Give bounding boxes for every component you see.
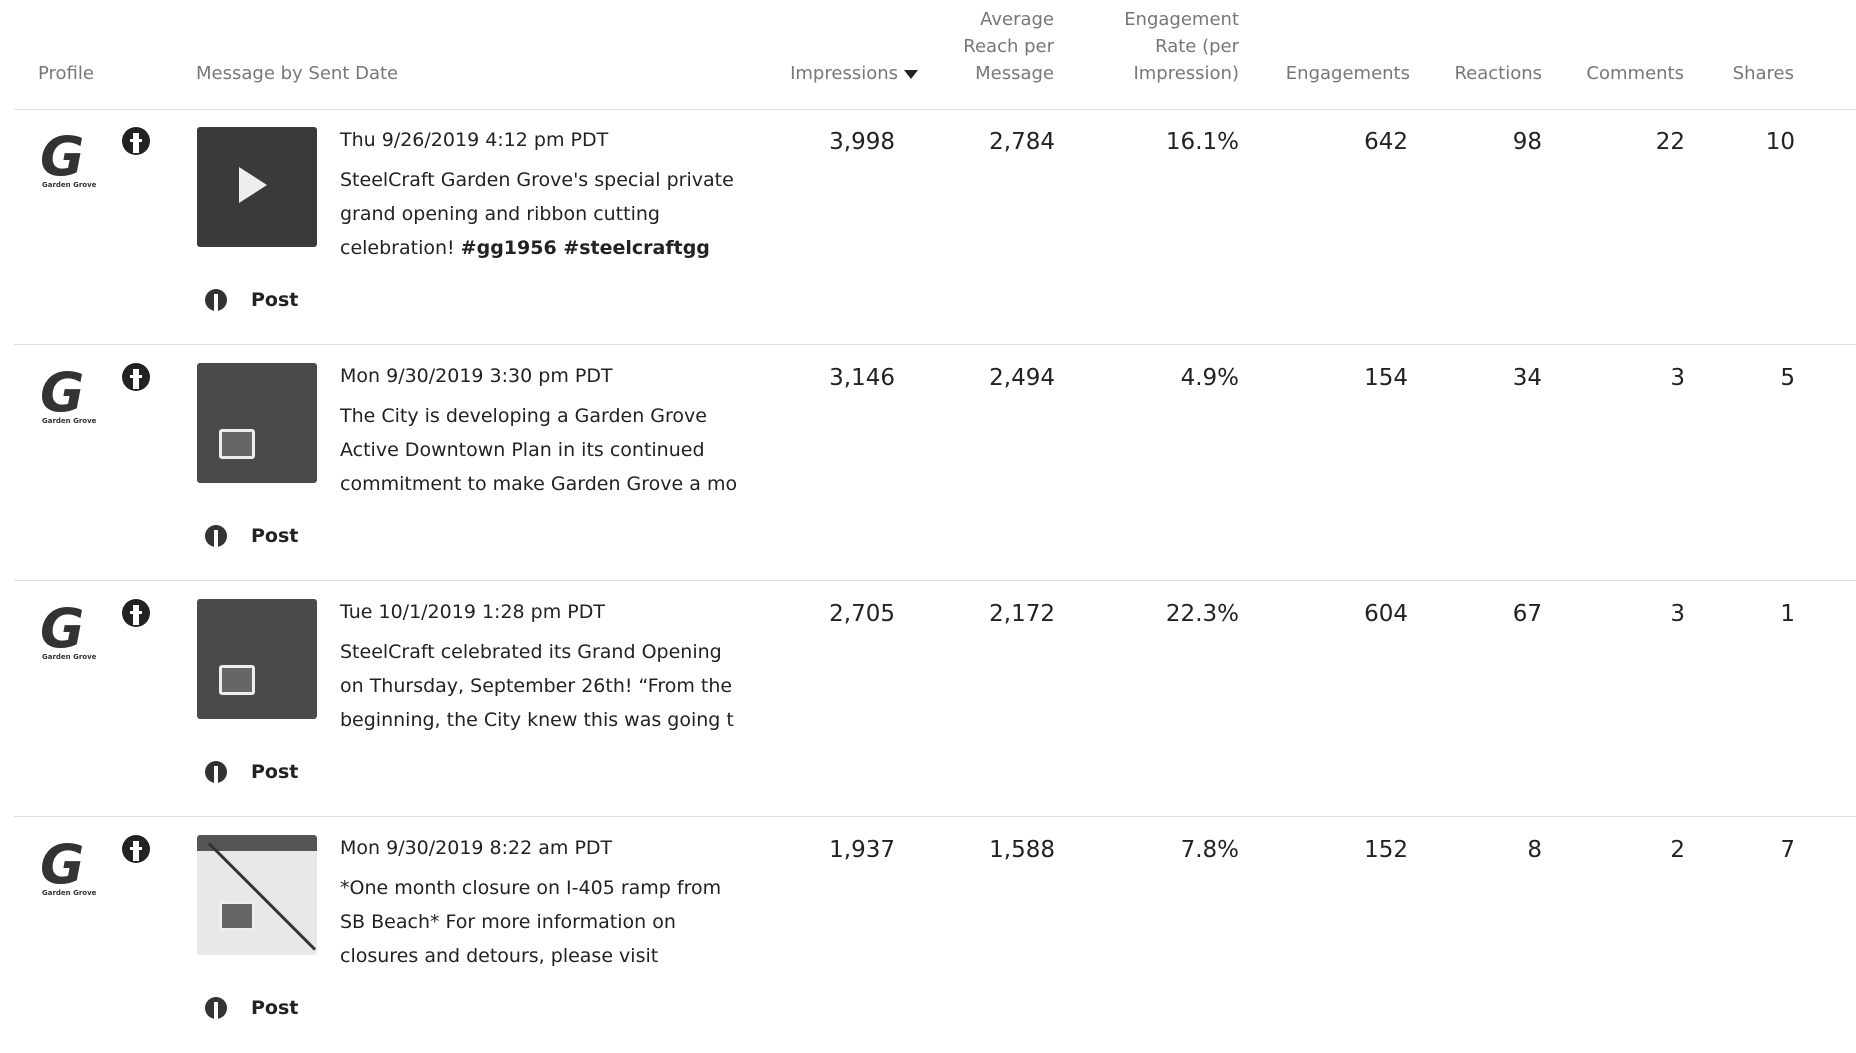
logo-letter: G — [40, 125, 80, 188]
sent-date: Mon 9/30/2019 3:30 pm PDT — [340, 365, 613, 387]
column-header: Reactions — [1420, 60, 1542, 87]
thumbnail — [197, 599, 317, 719]
metric-value: 3,998 — [715, 129, 895, 155]
post-fb-icon — [205, 761, 227, 783]
metric-value: 16.1% — [1059, 129, 1239, 155]
column-header: Engagement Rate (per Impression) — [1097, 6, 1239, 87]
post-type: Post — [251, 997, 298, 1019]
fb-f — [214, 294, 218, 311]
facebook-icon — [122, 599, 150, 627]
fb-f — [133, 605, 139, 625]
image-icon — [219, 665, 255, 695]
post-type: Post — [251, 525, 298, 547]
metric-value: 1,588 — [875, 837, 1055, 863]
metric-value: 22.3% — [1059, 601, 1239, 627]
metric-value: 2,494 — [875, 365, 1055, 391]
column-header: Shares — [1690, 60, 1794, 87]
fb-f — [133, 841, 139, 861]
metric-value: 7.8% — [1059, 837, 1239, 863]
map-line — [208, 842, 316, 950]
message-text: SteelCraft celebrated its Grand Opening … — [340, 635, 740, 737]
column-header: Impressions — [770, 60, 920, 87]
fb-bar — [130, 847, 142, 850]
fb-f — [133, 369, 139, 389]
post-fb-icon — [205, 289, 227, 311]
logo-letter: G — [40, 361, 80, 424]
column-header: Comments — [1560, 60, 1684, 87]
facebook-icon — [122, 127, 150, 155]
metric-value: 5 — [1615, 365, 1795, 391]
sent-date: Tue 10/1/2019 1:28 pm PDT — [340, 601, 605, 623]
sort-arrow — [904, 70, 918, 79]
logo-caption: Garden Grove — [42, 889, 96, 897]
logo-caption: Garden Grove — [42, 417, 96, 425]
fb-f — [214, 1002, 218, 1019]
metric-value: 3,146 — [715, 365, 895, 391]
facebook-icon — [122, 363, 150, 391]
image-icon — [219, 429, 255, 459]
logo-caption: Garden Grove — [42, 653, 96, 661]
sent-date: Mon 9/30/2019 8:22 am PDT — [340, 837, 612, 859]
logo-caption: Garden Grove — [42, 181, 96, 189]
post-fb-icon — [205, 525, 227, 547]
thumbnail — [197, 363, 317, 483]
logo-letter: G — [40, 597, 80, 660]
message-text: The City is developing a Garden Grove Ac… — [340, 399, 740, 501]
metric-value: 7 — [1615, 837, 1795, 863]
fb-bar — [130, 139, 142, 142]
sent-date: Thu 9/26/2019 4:12 pm PDT — [340, 129, 608, 151]
fb-f — [214, 530, 218, 547]
metric-value: 10 — [1615, 129, 1795, 155]
thumbnail — [197, 127, 317, 247]
column-header: Engagements — [1260, 60, 1410, 87]
fb-bar — [130, 611, 142, 614]
metric-value: 4.9% — [1059, 365, 1239, 391]
message-text: *One month closure on I-405 ramp from SB… — [340, 871, 740, 973]
page: Profile Message by Sent Date Impressions Av… — [0, 0, 1856, 1045]
logo-letter: G — [40, 833, 80, 896]
fb-f — [133, 133, 139, 153]
play-icon — [239, 167, 267, 203]
fb-f — [214, 766, 218, 783]
column-header: Profile — [38, 60, 158, 87]
hashtags: #gg1956 #steelcraftgg — [461, 237, 710, 259]
image-icon — [219, 901, 255, 931]
column-header: Average Reach per Message — [940, 6, 1054, 87]
post-type: Post — [251, 289, 298, 311]
metric-value: 1 — [1615, 601, 1795, 627]
metric-value: 1,937 — [715, 837, 895, 863]
metric-value: 2,784 — [875, 129, 1055, 155]
metric-value: 2,705 — [715, 601, 895, 627]
thumbnail — [197, 835, 317, 955]
facebook-icon — [122, 835, 150, 863]
fb-bar — [130, 375, 142, 378]
post-fb-icon — [205, 997, 227, 1019]
message-text: SteelCraft Garden Grove's special privat… — [340, 163, 740, 265]
column-header: Message by Sent Date — [196, 60, 496, 87]
post-type: Post — [251, 761, 298, 783]
metric-value: 2,172 — [875, 601, 1055, 627]
